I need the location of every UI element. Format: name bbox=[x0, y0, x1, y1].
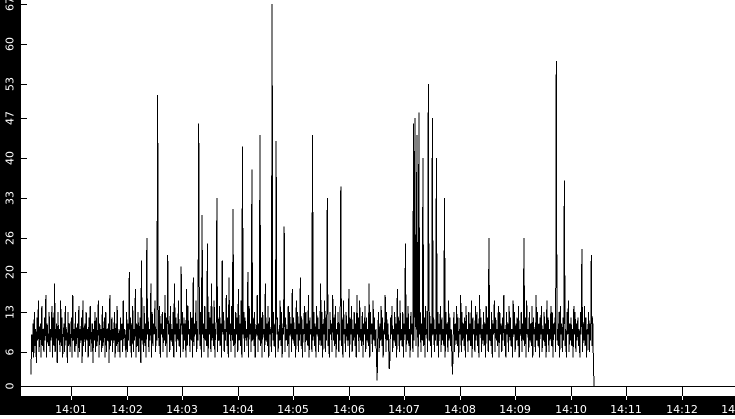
x-tick-mark bbox=[571, 387, 572, 396]
y-tick-mark bbox=[21, 84, 27, 85]
x-tick-label: 14:12 bbox=[666, 403, 698, 416]
x-tick-label: 14:10 bbox=[555, 403, 587, 416]
y-tick-mark bbox=[21, 44, 27, 45]
x-tick-mark bbox=[682, 387, 683, 396]
x-tick-label: 14:06 bbox=[333, 403, 365, 416]
plot-area bbox=[27, 0, 735, 387]
x-tick-band-mark bbox=[127, 396, 128, 400]
x-tick-label: 14:09 bbox=[499, 403, 531, 416]
y-tick-label: 47 bbox=[3, 111, 17, 126]
x-tick-label: 14:02 bbox=[111, 403, 143, 416]
x-tick-label: 14:04 bbox=[222, 403, 254, 416]
x-tick-band-mark bbox=[571, 396, 572, 400]
series-traffic bbox=[30, 3, 595, 387]
x-tick-band-mark bbox=[349, 396, 350, 400]
x-tick-mark bbox=[349, 387, 350, 396]
y-tick-label: 13 bbox=[3, 304, 17, 319]
y-tick-mark bbox=[21, 238, 27, 239]
y-tick-label: 53 bbox=[3, 76, 17, 91]
x-tick-band-mark bbox=[682, 396, 683, 400]
x-tick-mark bbox=[460, 387, 461, 396]
y-tick-label: 67 bbox=[3, 0, 17, 11]
y-tick-mark bbox=[21, 4, 27, 5]
x-axis-line bbox=[27, 386, 735, 387]
y-tick-mark bbox=[21, 386, 27, 387]
x-tick-band-mark bbox=[71, 396, 72, 400]
x-tick-mark bbox=[293, 387, 294, 396]
x-tick-label: 14:08 bbox=[444, 403, 476, 416]
y-tick-label: 6 bbox=[3, 348, 17, 356]
x-tick-mark bbox=[515, 387, 516, 396]
x-tick-band-mark bbox=[293, 396, 294, 400]
y-tick-mark bbox=[21, 158, 27, 159]
y-tick-mark bbox=[21, 118, 27, 119]
x-tick-band-mark bbox=[626, 396, 627, 400]
x-tick-band-mark bbox=[515, 396, 516, 400]
x-tick-band-mark bbox=[182, 396, 183, 400]
y-tick-label: 40 bbox=[3, 150, 17, 165]
x-tick-label: 14:05 bbox=[277, 403, 309, 416]
x-axis-band: 14:01 14:02 14:03 14:04 14:05 14:06 14:07 14:08… bbox=[0, 396, 735, 416]
y-tick-mark bbox=[21, 352, 27, 353]
y-tick-mark bbox=[21, 272, 27, 273]
x-tick-label: 14:13 bbox=[721, 403, 735, 416]
x-tick-mark bbox=[182, 387, 183, 396]
y-tick-label: 60 bbox=[3, 36, 17, 51]
y-axis-band bbox=[0, 0, 21, 396]
y-tick-label: 20 bbox=[3, 264, 17, 279]
x-tick-mark bbox=[71, 387, 72, 396]
x-tick-mark bbox=[127, 387, 128, 396]
x-tick-label: 14:03 bbox=[166, 403, 198, 416]
x-tick-label: 14:07 bbox=[388, 403, 420, 416]
y-tick-mark bbox=[21, 312, 27, 313]
x-tick-mark bbox=[404, 387, 405, 396]
x-tick-label: 14:01 bbox=[55, 403, 87, 416]
x-tick-label: 14:11 bbox=[610, 403, 642, 416]
y-tick-mark bbox=[21, 198, 27, 199]
x-tick-mark bbox=[626, 387, 627, 396]
x-tick-band-mark bbox=[238, 396, 239, 400]
y-tick-label: 0 bbox=[3, 382, 17, 390]
y-tick-label: 33 bbox=[3, 190, 17, 205]
x-tick-band-mark bbox=[460, 396, 461, 400]
x-tick-band-mark bbox=[404, 396, 405, 400]
x-tick-mark bbox=[238, 387, 239, 396]
y-tick-label: 26 bbox=[3, 230, 17, 245]
